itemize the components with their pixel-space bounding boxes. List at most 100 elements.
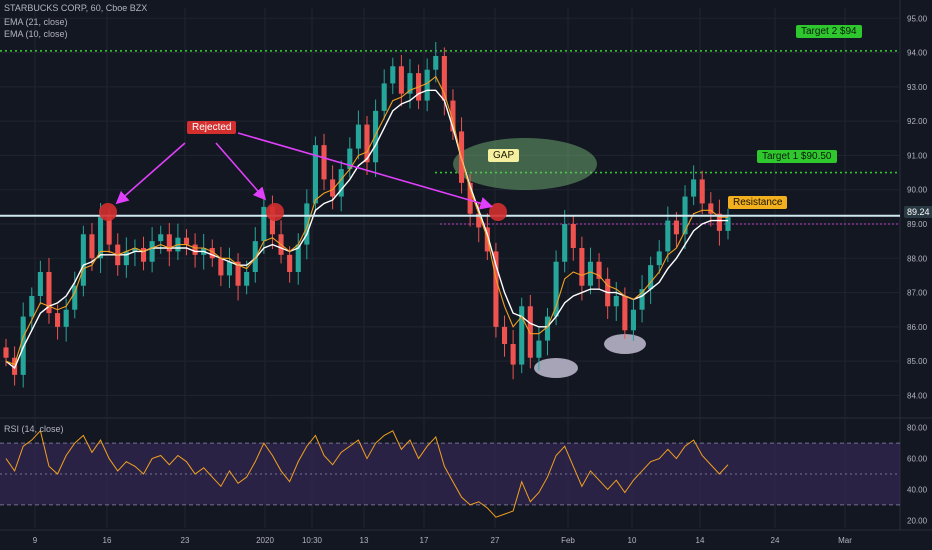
candle-body [63, 309, 69, 327]
candle-body [123, 251, 129, 266]
candle-body [519, 306, 525, 365]
rejection-arrow [215, 142, 267, 201]
candle-body [106, 217, 112, 245]
price-tick-label: 95.00 [907, 14, 928, 23]
candle-body [347, 148, 353, 170]
candle-body [3, 347, 9, 358]
candle-body [80, 234, 86, 286]
price-tick-label: 93.00 [907, 83, 928, 92]
candle-body [725, 217, 731, 231]
rsi-tick-label: 40.00 [907, 485, 928, 494]
candle-body [89, 234, 95, 259]
last-price-tag: 89.24 [904, 206, 932, 218]
resistance-label: Resistance [728, 196, 788, 209]
candle-body [630, 309, 637, 331]
candle-body [312, 145, 318, 204]
candle-body [97, 217, 104, 259]
candle-body [295, 244, 301, 272]
candle-body [691, 179, 697, 197]
candle-body [218, 258, 224, 276]
rejection-arrow [115, 142, 186, 205]
candle-body [338, 169, 344, 197]
time-tick-label: Feb [561, 536, 575, 545]
ema10-line [5, 75, 728, 366]
candle-body [708, 203, 714, 214]
candle-body [441, 56, 447, 101]
candle-body [579, 248, 585, 286]
time-tick-label: 9 [33, 536, 38, 545]
candle-body [562, 224, 568, 262]
candle-body [72, 285, 78, 310]
candle-body [433, 56, 439, 70]
candle-body [183, 237, 190, 245]
candle-body [321, 145, 327, 180]
candle-body [261, 206, 267, 242]
gap-label: GAP [488, 149, 520, 162]
candle-body [639, 289, 645, 310]
candle-body [467, 182, 473, 214]
rejection-marker [266, 203, 284, 221]
price-tick-label: 94.00 [907, 49, 928, 58]
candle-body [37, 272, 43, 296]
price-tick-label: 87.00 [907, 289, 928, 298]
ema21-line [5, 89, 728, 370]
candle-body [510, 344, 516, 365]
candle-body [252, 241, 258, 272]
candle-body [570, 224, 576, 248]
time-tick-label: 17 [420, 536, 429, 545]
symbol-legend[interactable]: STARBUCKS CORP, 60, Cboe BZX [4, 3, 148, 13]
candle-body [596, 261, 602, 279]
candle-body [166, 234, 172, 252]
target1-label: Target 1 $90.50 [757, 150, 837, 163]
candle-body [536, 340, 542, 358]
candle-body [330, 179, 336, 197]
time-tick-label: 14 [696, 536, 705, 545]
candle-body [304, 203, 310, 245]
candle-body [587, 261, 594, 286]
price-tick-label: 89.00 [907, 220, 928, 229]
candle-body [46, 272, 52, 314]
candle-body [476, 213, 482, 228]
candle-body [407, 73, 413, 94]
candle-body [158, 234, 164, 242]
time-tick-label: Mar [838, 536, 852, 545]
candle-body [235, 261, 241, 286]
rsi-legend[interactable]: RSI (14, close) [4, 424, 64, 434]
candle-body [398, 66, 404, 94]
candle-body [149, 241, 155, 262]
rejection-marker [489, 203, 507, 221]
time-tick-label: 10:30 [302, 536, 323, 545]
rsi-line [5, 429, 729, 518]
candle-body [132, 248, 138, 252]
candle-body [648, 265, 654, 290]
price-tick-label: 91.00 [907, 151, 928, 160]
candle-body [493, 251, 499, 327]
ema10-legend[interactable]: EMA (10, close) [4, 29, 68, 39]
candle-body [381, 83, 387, 111]
candle-body [699, 179, 705, 204]
candle-body [665, 220, 671, 252]
price-tick-label: 86.00 [907, 323, 928, 332]
candle-body [364, 124, 370, 163]
price-tick-label: 84.00 [907, 391, 928, 400]
candle-body [390, 66, 396, 84]
time-tick-label: 27 [491, 536, 500, 545]
higher-low-marker [604, 334, 646, 354]
candle-body [613, 296, 619, 307]
candle-body [55, 313, 61, 327]
price-tick-label: 85.00 [907, 357, 928, 366]
time-tick-label: 13 [360, 536, 369, 545]
ema21-legend[interactable]: EMA (21, close) [4, 17, 68, 27]
candle-body [553, 261, 559, 317]
gap-ellipse [453, 138, 597, 190]
time-tick-label: 23 [181, 536, 190, 545]
candle-body [226, 261, 233, 276]
time-tick-label: 16 [103, 536, 112, 545]
candle-body [29, 296, 35, 317]
target2-label: Target 2 $94 [796, 25, 862, 38]
candle-body [20, 316, 26, 375]
candle-body [673, 220, 679, 235]
candle-body [373, 110, 379, 163]
candle-body [192, 244, 198, 255]
